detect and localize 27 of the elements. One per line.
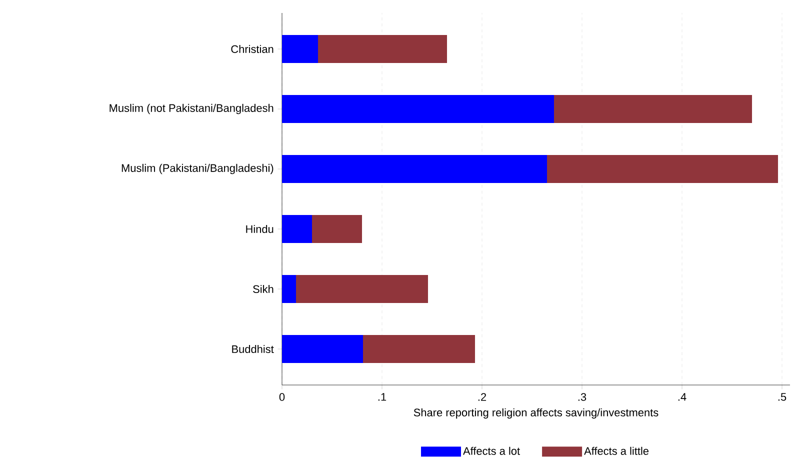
x-tick-label: .5 <box>778 393 786 401</box>
x-tick-label: .2 <box>478 393 486 401</box>
legend-label: Affects a lot <box>463 446 520 455</box>
bar <box>296 274 428 303</box>
bar <box>547 154 778 183</box>
bar <box>318 34 448 63</box>
y-tick-label: Muslim (not Pakistani/Bangladesh <box>110 104 274 114</box>
x-tick-label: .3 <box>578 393 586 401</box>
bar <box>282 154 548 183</box>
bar <box>282 274 296 303</box>
y-tick-label: Christian <box>231 44 274 54</box>
bar <box>282 34 318 63</box>
legend-label: Affects a little <box>584 446 649 455</box>
x-tick-label: 0 <box>279 393 285 401</box>
x-axis-title: Share reporting religion affects saving/investments <box>414 408 658 419</box>
bar <box>282 335 364 363</box>
bar <box>554 94 752 123</box>
x-tick-label: .1 <box>378 393 386 401</box>
bar <box>312 214 362 243</box>
bar <box>282 214 312 243</box>
y-tick-label: Sikh <box>253 284 274 294</box>
bar <box>363 335 476 363</box>
y-tick-label: Buddhist <box>232 344 274 354</box>
y-tick-label: Hindu <box>246 224 274 234</box>
x-tick-label: .4 <box>678 393 686 401</box>
bar <box>282 94 554 123</box>
y-tick-label: Muslim (Pakistani/Bangladeshi) <box>122 164 274 174</box>
